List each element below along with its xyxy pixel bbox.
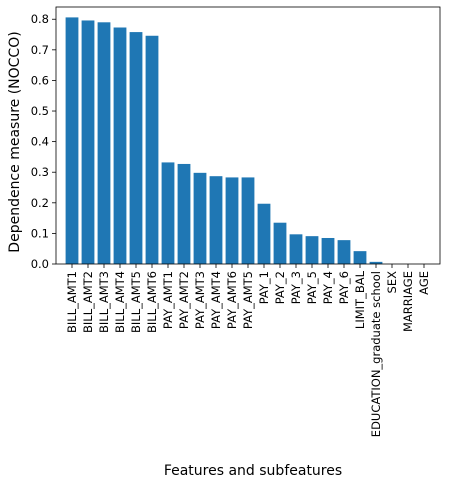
x-tick-label: MARRIAGE: [401, 271, 415, 332]
bar-pay-amt3: [193, 172, 207, 264]
bar-pay-3: [289, 234, 303, 264]
bar-bill-amt6: [145, 35, 159, 265]
bar-pay-2: [273, 222, 287, 264]
x-ticks-layer: BILL_AMT1 BILL_AMT2 BILL_AMT3 BILL_AMT4 BILL…: [65, 264, 431, 437]
x-tick-label: PAY_3: [289, 271, 303, 304]
bar-limit-bal: [353, 251, 367, 264]
bar-bill-amt5: [129, 32, 143, 265]
bar-pay-amt4: [209, 176, 223, 264]
x-axis-label: Features and subfeatures: [164, 463, 342, 479]
x-tick-label: PAY_AMT4: [209, 271, 223, 329]
bar-bill-amt1: [65, 17, 79, 265]
x-tick-label: PAY_5: [305, 271, 319, 304]
x-tick-label: PAY_4: [321, 271, 335, 304]
x-tick-label: PAY_2: [273, 271, 287, 304]
x-tick-label: EDUCATION_graduate school: [369, 271, 383, 437]
x-tick-label: PAY_1: [257, 271, 271, 304]
y-tick-label: 0.5: [31, 104, 49, 118]
bar-pay-amt5: [241, 177, 255, 264]
x-tick-label: PAY_AMT6: [225, 271, 239, 329]
x-tick-label: PAY_AMT2: [177, 271, 191, 329]
bar-pay-amt6: [225, 177, 239, 264]
bar-pay-amt2: [177, 163, 191, 264]
x-tick-label: SEX: [385, 271, 399, 294]
x-tick-label: PAY_AMT5: [241, 271, 255, 329]
x-tick-label: PAY_AMT1: [161, 271, 175, 329]
x-tick-label: BILL_AMT6: [145, 271, 159, 333]
y-tick-label: 0.2: [31, 196, 49, 210]
y-tick-label: 0.6: [31, 73, 49, 87]
y-ticks-layer: 0.0 0.1 0.2 0.3 0.4 0.5 0.6 0.7 0.8: [31, 12, 56, 271]
y-tick-label: 0.3: [31, 165, 49, 179]
x-tick-label: BILL_AMT4: [113, 271, 127, 333]
y-tick-label: 0.4: [31, 135, 49, 149]
x-tick-label: PAY_6: [337, 271, 351, 304]
x-tick-label: BILL_AMT3: [97, 271, 111, 333]
bar-pay-1: [257, 203, 271, 264]
bars-layer: [65, 17, 383, 265]
x-tick-label: AGE: [417, 271, 431, 295]
x-tick-label: BILL_AMT2: [81, 271, 95, 333]
bar-pay-amt1: [161, 162, 175, 264]
y-tick-label: 0.0: [31, 257, 49, 271]
bar-pay-5: [305, 236, 319, 264]
y-tick-label: 0.8: [31, 12, 49, 26]
bar-pay-4: [321, 237, 335, 264]
bar-bill-amt4: [113, 27, 127, 264]
y-tick-label: 0.1: [31, 226, 49, 240]
bar-education-graduate-school: [369, 261, 383, 264]
x-tick-label: LIMIT_BAL: [353, 270, 367, 329]
x-tick-label: PAY_AMT3: [193, 271, 207, 329]
x-tick-label: BILL_AMT5: [129, 271, 143, 333]
bar-pay-6: [337, 240, 351, 264]
y-axis-label: Dependence measure (NOCCO): [7, 31, 23, 252]
y-tick-label: 0.7: [31, 43, 49, 57]
bar-bill-amt3: [97, 22, 111, 264]
x-tick-label: BILL_AMT1: [65, 271, 79, 333]
bar-bill-amt2: [81, 20, 95, 265]
